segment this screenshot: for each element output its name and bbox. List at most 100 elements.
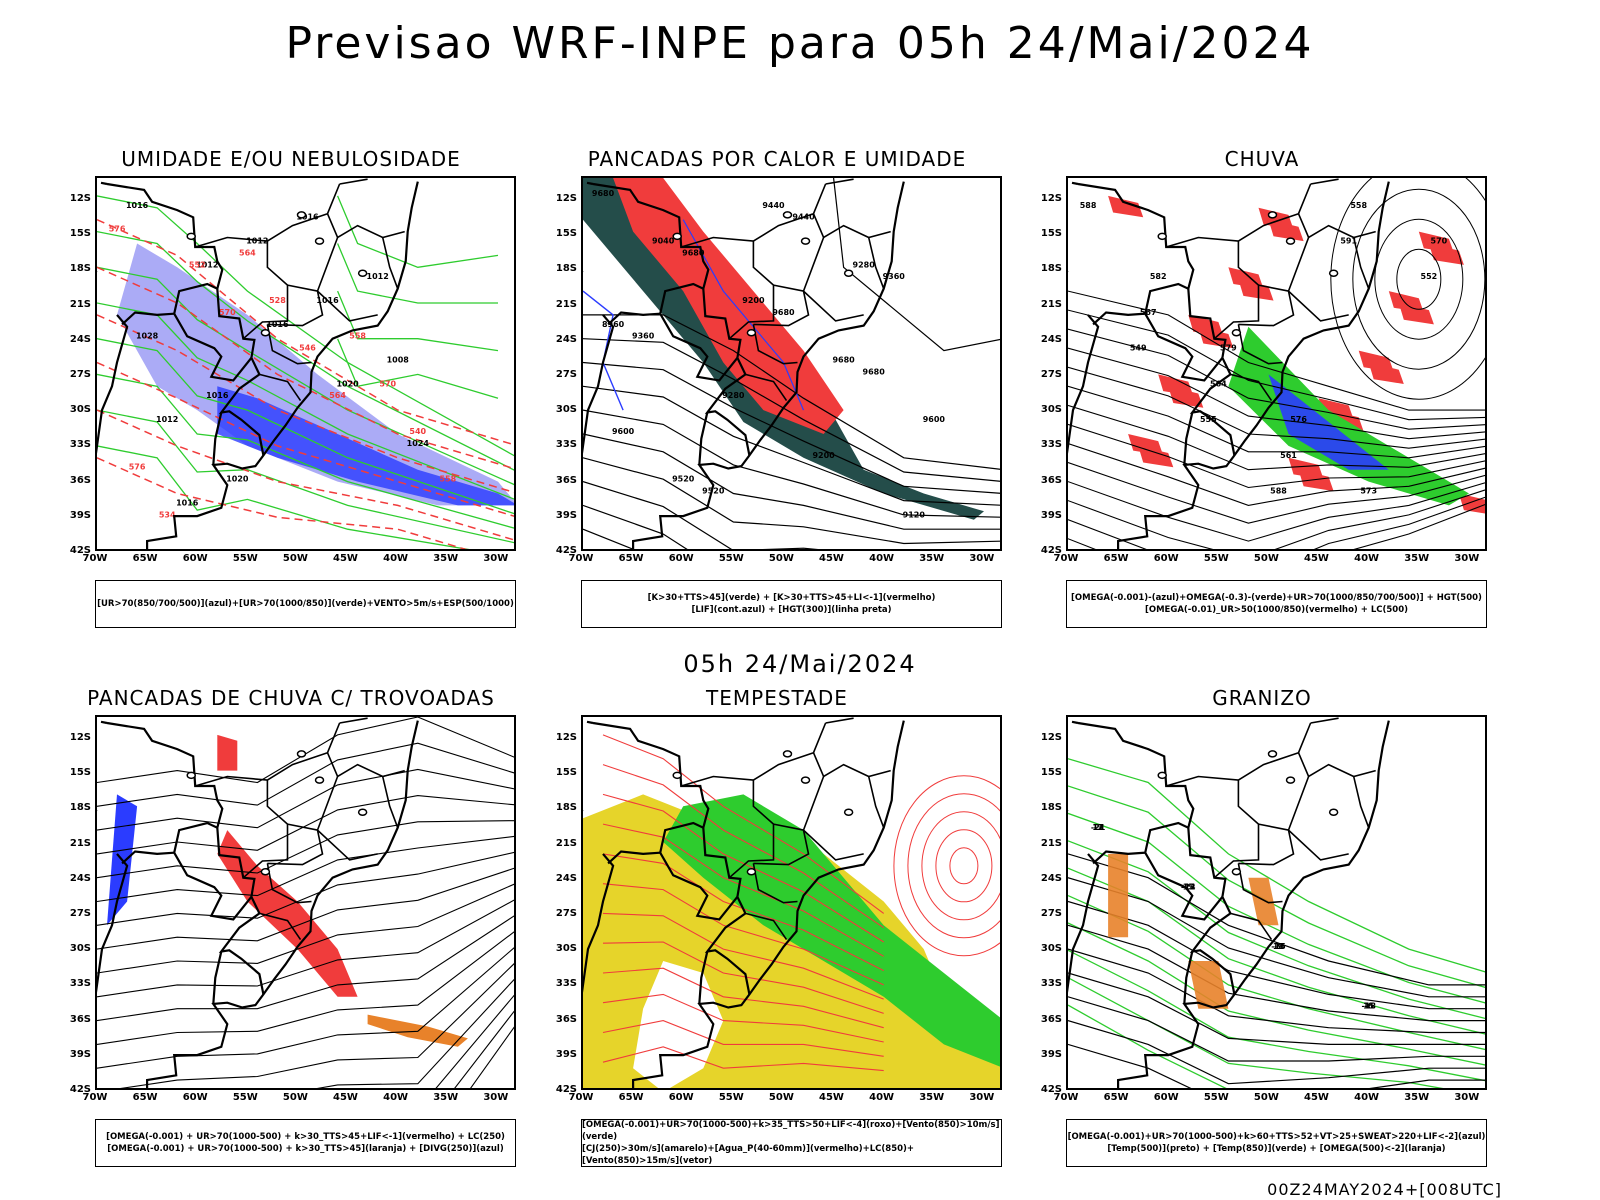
lon-label: 40W: [1354, 1092, 1380, 1103]
lon-label: 70W: [568, 553, 594, 564]
legend-line: [K>30+TTS>45](verde) + [K>30+TTS>45+LI<-…: [647, 593, 936, 603]
svg-text:-6: -6: [1364, 1002, 1373, 1011]
panel-umidade: UMIDADE E/OU NEBULOSIDADE 1016 1012 1016 102…: [51, 147, 531, 628]
lat-label: 21S: [555, 298, 577, 310]
lat-label: 15S: [555, 228, 577, 240]
svg-text:1016: 1016: [126, 201, 149, 210]
lat-label: 27S: [555, 908, 577, 919]
svg-text:1028: 1028: [136, 332, 159, 341]
lat-label: 33S: [1040, 978, 1062, 990]
lat-label: 12S: [555, 732, 577, 743]
svg-text:576: 576: [129, 463, 146, 472]
svg-text:9680: 9680: [832, 356, 855, 365]
lat-label: 18S: [1040, 802, 1062, 814]
svg-text:552: 552: [189, 260, 206, 269]
svg-text:1016: 1016: [296, 213, 319, 222]
legend-line: [OMEGA(-0.001) + UR>70(1000-500) + k>30_…: [106, 1132, 505, 1142]
lon-label: 30W: [1454, 1092, 1480, 1103]
lat-label: 15S: [1040, 767, 1062, 779]
svg-text:549: 549: [1130, 344, 1147, 353]
mid-title: 05h 24/Mai/2024: [683, 650, 917, 678]
svg-text:8960: 8960: [602, 320, 625, 329]
legend-line: [OMEGA(-0.001)-(azul)+OMEGA(-0.3)-(verde…: [1071, 593, 1482, 603]
svg-text:9680: 9680: [772, 308, 795, 317]
panel-granizo: GRANIZO -3 -12 -15 -18 -21 -24 -9 -6 12 15 18 15 12 12…: [1022, 686, 1502, 1167]
svg-text:9680: 9680: [592, 189, 615, 198]
lon-label: 60W: [668, 1092, 694, 1103]
lon-label: 55W: [1203, 1092, 1229, 1103]
svg-text:588: 588: [1080, 201, 1097, 210]
lat-label: 27S: [1040, 369, 1062, 380]
lon-label: 65W: [132, 1092, 158, 1103]
lon-label: 70W: [1053, 1092, 1079, 1103]
lat-label: 39S: [69, 509, 91, 521]
legend-line: [OMEGA(-0.01)_UR>50(1000/850)(vermelho) …: [1144, 605, 1409, 615]
svg-text:570: 570: [1431, 236, 1448, 245]
lon-label: 65W: [1103, 553, 1129, 564]
svg-text:-21: -21: [1091, 823, 1106, 832]
svg-text:9360: 9360: [632, 332, 655, 341]
svg-text:12: 12: [1093, 823, 1104, 832]
lat-label: 36S: [69, 1013, 91, 1025]
lat-label: 12S: [69, 193, 91, 204]
map-svg: 1016 1012 1016 1020 1024 1016 1012 1016 1008 1012…: [97, 178, 514, 549]
svg-text:-24: -24: [1181, 883, 1196, 892]
lon-label: 65W: [132, 553, 158, 564]
lat-label: 30S: [69, 404, 91, 416]
lon-label: 65W: [1103, 1092, 1129, 1103]
svg-text:588: 588: [1270, 486, 1287, 495]
svg-text:570: 570: [219, 308, 236, 317]
lat-label: 18S: [555, 263, 577, 275]
svg-text:555: 555: [1200, 415, 1217, 424]
svg-text:552: 552: [1421, 272, 1438, 281]
lat-label: 42S: [555, 1084, 577, 1095]
lat-label: 27S: [69, 908, 91, 919]
lat-label: 36S: [555, 474, 577, 486]
lon-label: 35W: [919, 1092, 945, 1103]
lat-label: 27S: [1040, 908, 1062, 919]
svg-text:573: 573: [1360, 486, 1377, 495]
lon-label: 55W: [718, 1092, 744, 1103]
panel-trovoadas: PANCADAS DE CHUVA C/ TROVOADAS 12S 15S 18S 2…: [51, 686, 531, 1167]
lon-label: 70W: [568, 1092, 594, 1103]
svg-text:561: 561: [1280, 451, 1297, 460]
lat-label: 21S: [69, 298, 91, 310]
svg-text:-3: -3: [1094, 823, 1103, 832]
svg-text:1016: 1016: [176, 498, 199, 507]
lon-label: 35W: [1404, 1092, 1430, 1103]
svg-text:558: 558: [439, 475, 456, 484]
lon-label: 60W: [668, 553, 694, 564]
svg-text:9120: 9120: [903, 510, 926, 519]
lat-label: 18S: [69, 263, 91, 275]
svg-text:582: 582: [1150, 272, 1167, 281]
panel-title: PANCADAS POR CALOR E UMIDADE: [587, 147, 967, 171]
lon-label: 60W: [182, 553, 208, 564]
lon-label: 65W: [618, 1092, 644, 1103]
lon-label: 70W: [82, 553, 108, 564]
panel-legend: [OMEGA(-0.001)+UR>70(1000-500)+k>35_TTS>…: [581, 1119, 1002, 1167]
svg-text:1012: 1012: [367, 272, 389, 281]
panel-legend: [UR>70(850/700/500)](azul)+[UR>70(1000/8…: [95, 580, 516, 628]
lat-label: 33S: [555, 439, 577, 451]
lon-label: 30W: [969, 553, 995, 564]
svg-text:15: 15: [1183, 883, 1195, 892]
svg-text:15: 15: [1363, 1002, 1375, 1011]
lon-label: 40W: [383, 1092, 409, 1103]
svg-text:1012: 1012: [156, 415, 178, 424]
svg-text:9200: 9200: [812, 451, 835, 460]
lat-label: 15S: [1040, 228, 1062, 240]
lon-label: 50W: [1253, 1092, 1279, 1103]
lon-label: 60W: [182, 1092, 208, 1103]
lat-label: 30S: [555, 404, 577, 416]
lat-label: 39S: [555, 1048, 577, 1060]
svg-text:1020: 1020: [336, 379, 359, 388]
map-svg: [97, 717, 514, 1088]
lat-label: 36S: [1040, 474, 1062, 486]
lat-label: 36S: [1040, 1013, 1062, 1025]
footer-timestamp: 00Z24MAY2024+[008UTC]: [1267, 1180, 1502, 1199]
lat-label: 15S: [69, 228, 91, 240]
lon-label: 35W: [919, 553, 945, 564]
lon-label: 45W: [333, 1092, 358, 1103]
map-area: 588 582 579 576 573 570 567 564 561 558 552 549 555 5…: [1066, 176, 1487, 551]
lat-label: 42S: [555, 545, 577, 556]
